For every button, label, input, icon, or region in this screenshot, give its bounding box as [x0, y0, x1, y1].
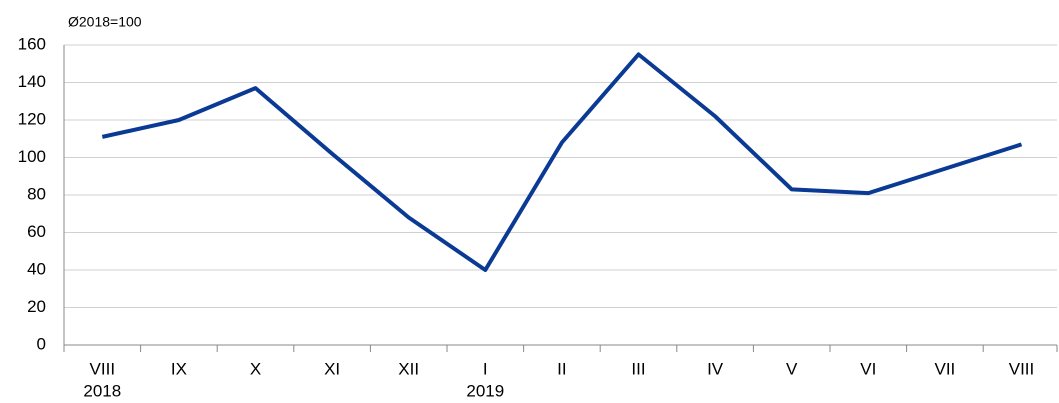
- x-tick-label: V: [786, 359, 798, 378]
- y-tick-label: 160: [18, 34, 46, 53]
- y-tick-label: 140: [18, 72, 46, 91]
- x-tick-label: X: [250, 359, 261, 378]
- x-tick-label: XII: [398, 359, 419, 378]
- x-tick-label: XI: [324, 359, 340, 378]
- chart-subtitle: Ø2018=100: [68, 14, 142, 30]
- x-tick-label: VIII: [90, 359, 116, 378]
- x-tick-label: VI: [860, 359, 876, 378]
- y-tick-label: 100: [18, 147, 46, 166]
- x-year-label: 2018: [83, 381, 121, 400]
- x-tick-label: II: [557, 359, 566, 378]
- x-tick-label: IV: [707, 359, 724, 378]
- y-tick-label: 40: [27, 259, 46, 278]
- y-tick-label: 80: [27, 184, 46, 203]
- y-tick-label: 20: [27, 297, 46, 316]
- y-tick-label: 120: [18, 109, 46, 128]
- y-tick-label: 60: [27, 222, 46, 241]
- x-tick-label: IX: [171, 359, 187, 378]
- x-tick-label: VII: [935, 359, 956, 378]
- x-tick-label: I: [483, 359, 488, 378]
- x-year-label: 2019: [466, 381, 504, 400]
- x-tick-label: III: [631, 359, 645, 378]
- line: [101, 52, 1023, 272]
- y-tick-label: 0: [37, 334, 46, 353]
- x-tick-label: VIII: [1009, 359, 1035, 378]
